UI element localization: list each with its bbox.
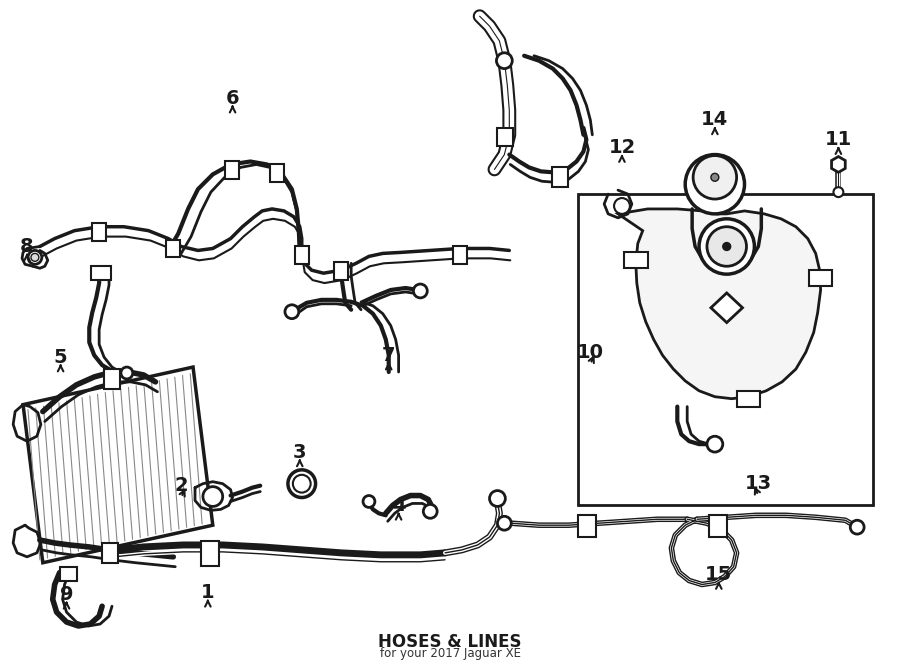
Polygon shape (618, 209, 821, 399)
Circle shape (28, 250, 41, 264)
Bar (270, 164, 284, 182)
Bar (335, 262, 348, 280)
Text: 9: 9 (59, 585, 73, 604)
Bar (624, 252, 648, 268)
Text: 11: 11 (824, 130, 852, 149)
Polygon shape (711, 293, 742, 322)
Circle shape (699, 219, 754, 274)
Text: 14: 14 (701, 111, 728, 130)
Bar (552, 167, 568, 187)
Bar (579, 515, 597, 537)
Circle shape (693, 156, 736, 199)
Circle shape (685, 155, 744, 214)
Text: 10: 10 (577, 343, 604, 361)
Bar (736, 391, 760, 406)
Bar (709, 515, 726, 537)
Circle shape (614, 198, 630, 214)
Bar (225, 162, 238, 179)
Circle shape (490, 491, 505, 506)
Text: 15: 15 (706, 565, 733, 584)
Circle shape (850, 520, 864, 534)
Bar (201, 541, 219, 566)
Text: 5: 5 (54, 348, 68, 367)
Circle shape (723, 242, 731, 250)
Circle shape (497, 53, 512, 69)
Circle shape (292, 475, 310, 493)
Bar (809, 270, 832, 286)
Circle shape (707, 436, 723, 452)
Circle shape (711, 173, 719, 181)
Bar (498, 128, 513, 146)
Bar (579, 194, 873, 505)
Bar (92, 223, 106, 240)
Circle shape (285, 305, 299, 318)
Circle shape (363, 496, 375, 507)
Text: 13: 13 (745, 474, 772, 493)
Circle shape (833, 187, 843, 197)
Circle shape (423, 504, 437, 518)
Polygon shape (23, 367, 212, 563)
Bar (295, 246, 309, 264)
Circle shape (288, 470, 316, 498)
Text: HOSES & LINES: HOSES & LINES (378, 633, 522, 651)
Circle shape (202, 487, 222, 506)
Circle shape (413, 284, 428, 298)
Text: 1: 1 (201, 583, 215, 602)
Circle shape (31, 254, 39, 261)
Circle shape (707, 226, 746, 266)
Bar (102, 543, 118, 563)
Text: 6: 6 (226, 89, 239, 108)
Text: 7: 7 (382, 346, 395, 365)
Text: 4: 4 (392, 496, 405, 515)
Polygon shape (832, 156, 845, 172)
Bar (104, 369, 120, 389)
Text: 8: 8 (20, 237, 34, 256)
Bar (59, 567, 77, 581)
Text: 3: 3 (293, 443, 307, 461)
Bar (91, 266, 111, 280)
Text: for your 2017 Jaguar XE: for your 2017 Jaguar XE (380, 647, 520, 660)
Bar (166, 240, 180, 258)
Circle shape (498, 516, 511, 530)
Circle shape (121, 367, 133, 379)
Text: 2: 2 (175, 476, 188, 495)
Text: 12: 12 (608, 138, 635, 157)
Bar (453, 246, 467, 264)
